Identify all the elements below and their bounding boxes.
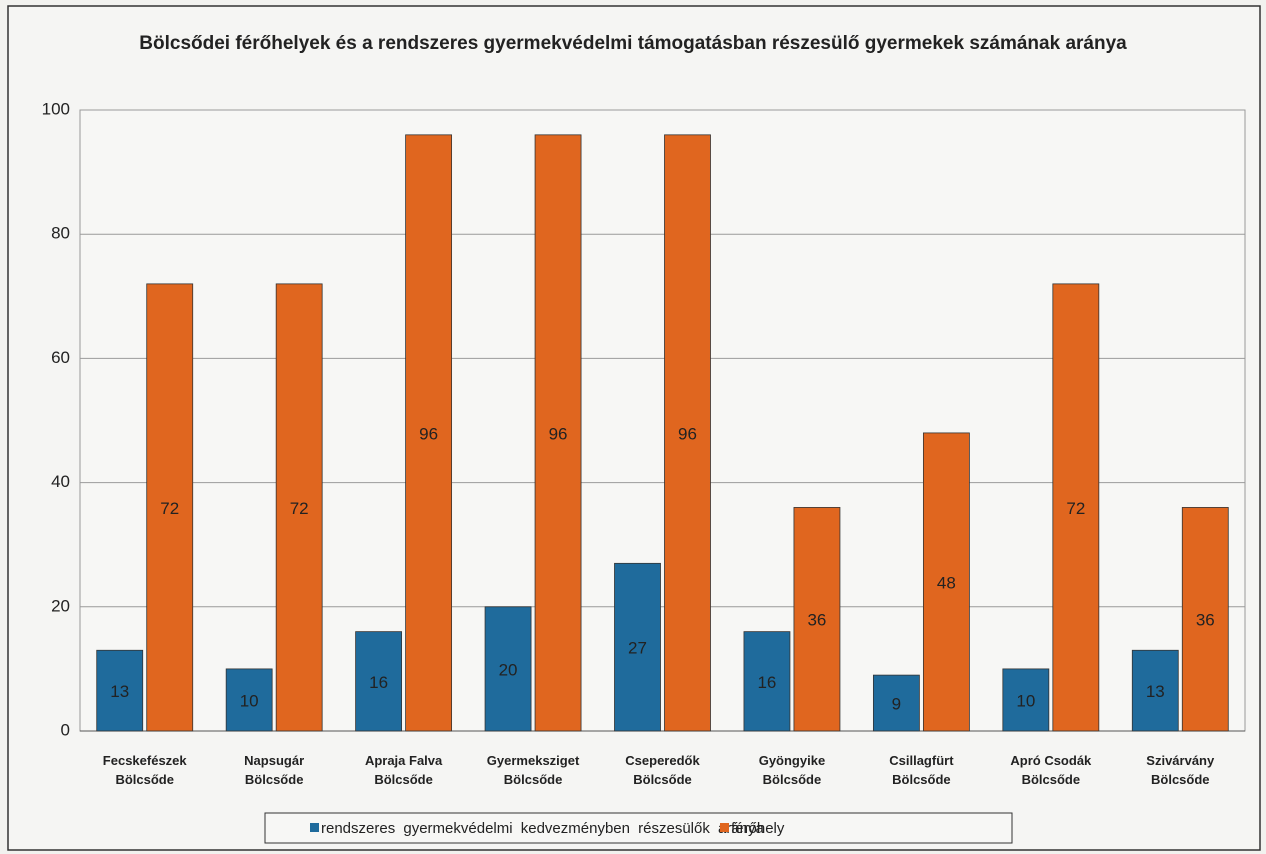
x-tick-label: Apraja Falva Bölcsőde (365, 753, 443, 787)
data-label: 72 (290, 499, 309, 518)
bar (872, 674, 920, 732)
bar (1052, 283, 1100, 732)
x-tick-label: Gyöngyike Bölcsőde (759, 753, 825, 787)
bar (534, 134, 582, 732)
data-label: 96 (678, 424, 697, 443)
chart-title: Bölcsődei férőhelyek és a rendszeres gye… (139, 33, 1127, 54)
x-tick-label: Szivárvány Bölcsőde (1146, 753, 1215, 787)
legend-swatch (310, 823, 319, 832)
y-tick-label: 0 (61, 720, 70, 739)
data-label: 9 (892, 695, 901, 714)
bar (1131, 649, 1179, 732)
x-tick-label: Apró Csodák Bölcsőde (1010, 753, 1092, 787)
bar (96, 649, 144, 732)
y-tick-label: 60 (51, 348, 70, 367)
legend-swatch (720, 823, 729, 832)
data-label: 10 (1016, 691, 1035, 710)
x-tick-label: Gyermeksziget Bölcsőde (487, 753, 580, 787)
data-label: 48 (937, 573, 956, 592)
bar (355, 631, 403, 732)
legend-label: rendszeres gyermekvédelmi kedvezményben … (321, 820, 765, 837)
bar (743, 631, 791, 732)
bar (793, 507, 841, 732)
data-label: 36 (807, 611, 826, 630)
bar (484, 606, 532, 732)
y-tick-label: 20 (51, 596, 70, 615)
bar (405, 134, 453, 732)
data-label: 16 (369, 673, 388, 692)
x-tick-label: Csillagfürt Bölcsőde (889, 753, 954, 787)
data-label: 72 (1066, 499, 1085, 518)
bar (922, 432, 970, 732)
bar (1002, 668, 1050, 732)
bar (275, 283, 323, 732)
plot-area (79, 109, 1246, 732)
bar (614, 562, 661, 732)
x-tick-label: Napsugár Bölcsőde (244, 753, 304, 787)
bar (225, 668, 273, 732)
legend-box (264, 812, 1013, 844)
data-label: 16 (757, 673, 776, 692)
data-label: 36 (1196, 611, 1215, 630)
y-tick-label: 80 (51, 224, 70, 243)
data-label: 72 (160, 499, 179, 518)
data-label: 20 (499, 660, 518, 679)
data-label: 10 (240, 691, 259, 710)
data-label: 96 (419, 424, 438, 443)
legend-label: férőhely (731, 820, 785, 837)
x-tick-label: Fecskefészek Bölcsőde (103, 753, 188, 787)
bar (146, 283, 194, 732)
y-tick-label: 100 (42, 99, 70, 118)
data-label: 27 (628, 639, 647, 658)
bar (664, 134, 711, 732)
data-label: 96 (549, 424, 568, 443)
x-tick-label: Cseperedők Bölcsőde (625, 753, 700, 787)
data-label: 13 (110, 682, 129, 701)
data-label: 13 (1146, 682, 1165, 701)
bar (1181, 507, 1229, 732)
y-tick-label: 40 (51, 472, 70, 491)
